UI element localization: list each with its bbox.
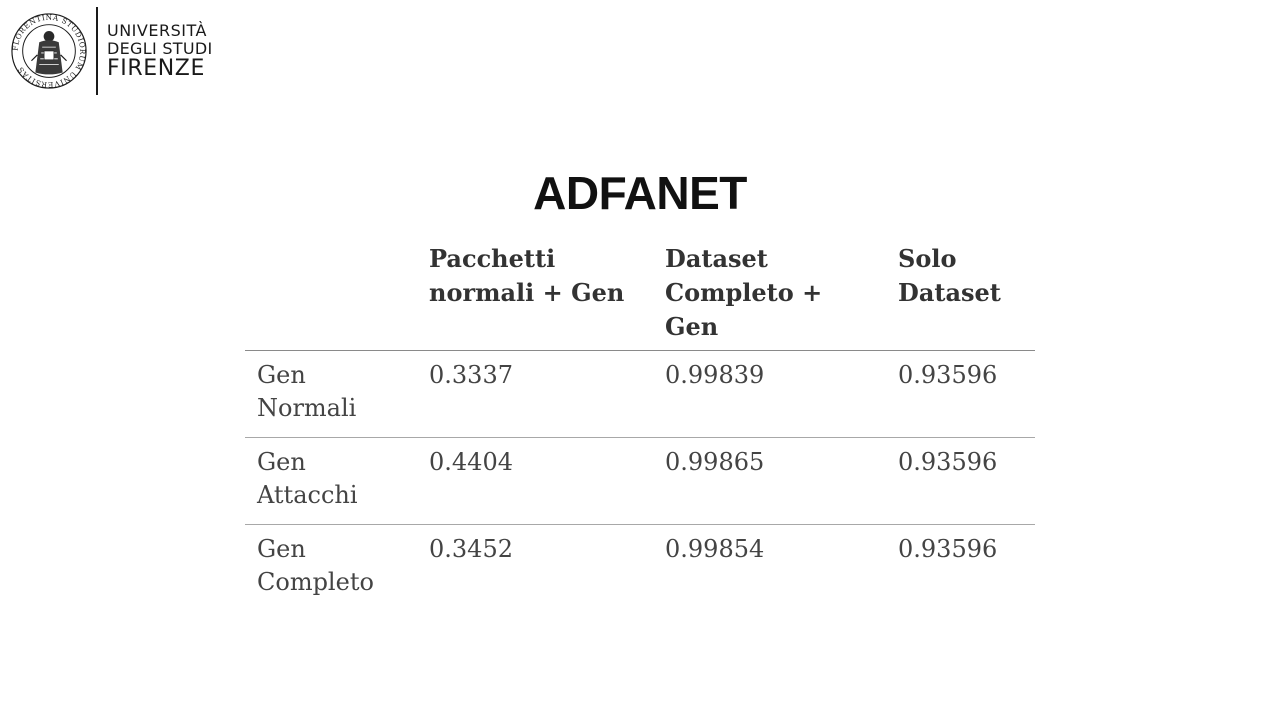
- table-cell-best: 0.99865: [653, 437, 886, 525]
- table-cell: 0.93596: [886, 350, 1035, 438]
- row-label-line: Attacchi: [257, 481, 358, 509]
- header-pacchetti-normali: Pacchetti normali + Gen: [417, 238, 653, 351]
- header-solo-dataset: Solo Dataset: [886, 238, 1035, 351]
- row-label-line: Normali: [257, 394, 357, 422]
- header-corner: [245, 238, 417, 351]
- table-cell: 0.99839: [653, 350, 886, 438]
- header-line: normali + Gen: [429, 278, 625, 307]
- slide-title: ADFANET: [533, 167, 747, 219]
- header-line: Dataset: [898, 278, 1001, 307]
- header-line: Dataset: [665, 244, 768, 273]
- header-line: Pacchetti: [429, 244, 556, 273]
- table-cell: 0.3337: [417, 350, 653, 438]
- table-cell: 0.93596: [886, 437, 1035, 525]
- row-label: Gen Normali: [245, 350, 417, 438]
- university-seal-icon: FLORENTINA STUDIORUM UNIVERSITAS: [11, 13, 87, 90]
- logo-divider: [96, 7, 98, 95]
- table-header-row: Pacchetti normali + Gen Dataset Completo…: [245, 238, 1035, 351]
- table-row: Gen Completo 0.3452 0.99854 0.93596: [245, 525, 1035, 612]
- table-row: Gen Attacchi 0.4404 0.99865 0.93596: [245, 437, 1035, 525]
- row-label-line: Gen: [257, 448, 306, 476]
- header-dataset-completo: Dataset Completo + Gen: [653, 238, 886, 351]
- logo-wordmark: UNIVERSITÀ DEGLI STUDI FIRENZE: [107, 20, 213, 81]
- logo-line-degli-studi: DEGLI STUDI: [107, 38, 213, 58]
- results-table: Pacchetti normali + Gen Dataset Completo…: [245, 238, 1035, 611]
- logo-line-firenze: FIRENZE: [107, 55, 205, 81]
- row-label: Gen Completo: [245, 525, 417, 612]
- row-label-line: Gen: [257, 535, 306, 563]
- table-cell: 0.93596: [898, 535, 998, 563]
- table-cell: 0.3452: [429, 535, 513, 563]
- table-cell: 0.99854: [665, 535, 765, 563]
- row-label-line: Completo: [257, 568, 374, 596]
- university-logo: FLORENTINA STUDIORUM UNIVERSITAS UNIVERS…: [10, 6, 213, 96]
- row-label: Gen Attacchi: [245, 437, 417, 525]
- header-line: Solo: [898, 244, 957, 273]
- table-cell: 0.4404: [417, 437, 653, 525]
- header-line: Completo + Gen: [665, 278, 823, 341]
- row-label-line: Gen: [257, 361, 306, 389]
- logo-line-universita: UNIVERSITÀ: [107, 20, 207, 40]
- table-row: Gen Normali 0.3337 0.99839 0.93596: [245, 350, 1035, 438]
